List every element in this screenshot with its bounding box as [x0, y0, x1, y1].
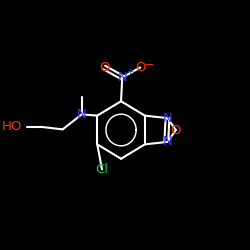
Text: O: O [135, 61, 145, 74]
Text: O: O [99, 61, 110, 74]
Text: Cl: Cl [96, 163, 108, 176]
Text: −: − [144, 60, 154, 70]
Text: HO: HO [2, 120, 22, 134]
Text: N: N [117, 71, 127, 84]
Text: N: N [77, 108, 86, 121]
Text: O: O [170, 124, 181, 136]
Text: +: + [126, 68, 133, 76]
Text: N: N [163, 112, 172, 124]
Text: N: N [163, 136, 172, 148]
